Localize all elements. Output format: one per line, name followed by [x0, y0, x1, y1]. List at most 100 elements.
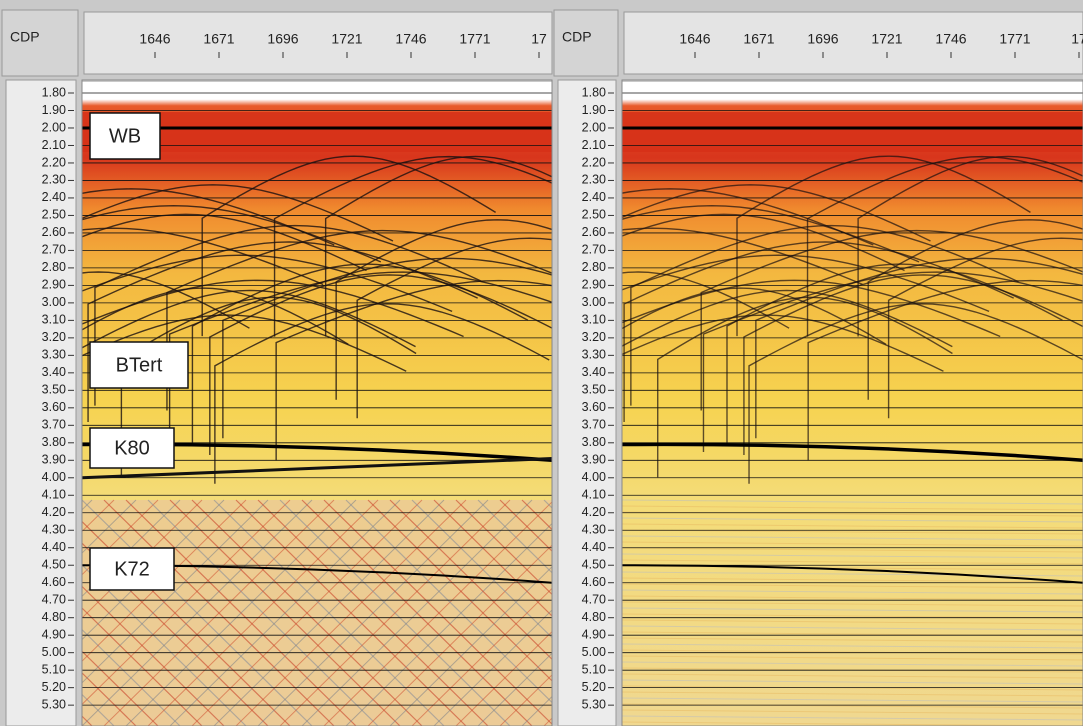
time-tick-label: 4.60 — [582, 575, 606, 589]
noise-stroke — [411, 587, 552, 726]
time-tick-label: 2.60 — [582, 225, 606, 239]
time-tick-label: 4.60 — [42, 575, 66, 589]
cdp-tick-label: 1696 — [807, 31, 838, 47]
time-tick-label: 2.20 — [582, 155, 606, 169]
time-tick-label: 3.20 — [42, 330, 66, 344]
time-tick-label: 3.30 — [42, 348, 66, 362]
diffraction — [82, 279, 464, 338]
cdp-tick-label: 1646 — [679, 31, 710, 47]
cdp-ruler — [83, 11, 553, 75]
time-tick-label: 2.40 — [42, 190, 66, 204]
noise-stroke — [622, 601, 1083, 607]
time-tick-label: 4.30 — [42, 523, 66, 537]
diffraction — [702, 271, 1083, 453]
diffraction — [82, 254, 453, 313]
noise-stroke — [622, 679, 1083, 685]
horizon-label: WB — [109, 125, 141, 147]
time-tick-label: 3.10 — [582, 313, 606, 327]
time-tick-label: 3.40 — [582, 365, 606, 379]
section-frame — [81, 79, 553, 726]
amplitude-fill — [622, 82, 1083, 726]
header-label: CDP — [562, 29, 592, 45]
diffraction — [82, 314, 407, 372]
horizon-label-box — [89, 341, 189, 389]
diffraction — [209, 274, 552, 455]
noise-stroke — [622, 577, 1083, 583]
panel: CDP 1646 1671 1696 1721 1746 1771 17 1.80 1.90 2.0… — [553, 9, 1083, 726]
seismic-section — [82, 82, 552, 726]
time-tick-label: 2.90 — [42, 278, 66, 292]
diffraction — [335, 219, 552, 400]
section-frame — [621, 79, 1083, 726]
cdp-ruler — [623, 11, 1083, 75]
diffraction — [82, 184, 394, 242]
diffraction — [736, 155, 1031, 337]
header-cell — [1, 9, 79, 77]
time-tick-label: 1.90 — [42, 103, 66, 117]
noise-stroke — [622, 721, 1083, 726]
seismic-section — [622, 82, 1083, 726]
time-tick-label: 4.90 — [582, 627, 606, 641]
time-tick-label: 3.40 — [42, 365, 66, 379]
diffraction — [622, 289, 953, 348]
time-tick-label: 2.50 — [42, 208, 66, 222]
noise-stroke — [622, 673, 1083, 679]
water-band — [622, 112, 1083, 152]
time-tick-label: 2.80 — [582, 260, 606, 274]
cdp-tick-label: 17 — [531, 31, 547, 47]
time-tick-label: 2.80 — [42, 260, 66, 274]
noise-stroke — [622, 583, 1083, 589]
time-tick-label: 4.00 — [42, 470, 66, 484]
time-ruler — [5, 79, 77, 726]
diffraction — [273, 155, 552, 337]
time-tick-label: 4.40 — [582, 540, 606, 554]
noise-stroke — [622, 607, 1083, 613]
diffraction — [82, 213, 367, 272]
time-tick-label: 3.10 — [42, 313, 66, 327]
noise-stroke — [622, 571, 1083, 577]
diffraction — [755, 257, 1083, 439]
horizon-label-box — [89, 547, 175, 591]
time-tick-label: 4.70 — [42, 593, 66, 607]
panel: CDP 1646 1671 1696 1721 1746 1771 17 1.80 1.90 2.0… — [1, 9, 553, 726]
time-tick-label: 3.50 — [42, 383, 66, 397]
time-tick-label: 4.00 — [582, 470, 606, 484]
time-tick-label: 4.80 — [582, 610, 606, 624]
time-tick-label: 3.60 — [42, 400, 66, 414]
noise-stroke — [622, 595, 1083, 601]
time-tick-label: 4.50 — [582, 558, 606, 572]
time-tick-label: 4.20 — [42, 505, 66, 519]
diffraction — [622, 213, 905, 272]
noise-stroke — [622, 523, 1083, 529]
cdp-tick-label: 1646 — [139, 31, 170, 47]
time-tick-label: 4.80 — [42, 610, 66, 624]
noise-stroke — [477, 652, 552, 726]
cdp-tick-label: 1746 — [395, 31, 426, 47]
noise-stroke — [622, 643, 1083, 649]
diffraction — [94, 224, 483, 406]
time-tick-label: 2.40 — [582, 190, 606, 204]
noise-stroke — [622, 505, 1083, 511]
time-tick-label: 3.80 — [582, 435, 606, 449]
time-tick-label: 5.10 — [582, 662, 606, 676]
time-tick-label: 5.20 — [42, 680, 66, 694]
noise-stroke — [622, 529, 1083, 535]
horizon — [622, 564, 1083, 584]
noise-stroke — [622, 553, 1083, 559]
noise-stroke — [622, 715, 1083, 721]
time-tick-label: 4.40 — [42, 540, 66, 554]
diffraction — [857, 155, 1083, 337]
diffraction — [622, 188, 874, 246]
time-tick-label: 3.90 — [42, 453, 66, 467]
time-tick-label: 3.30 — [582, 348, 606, 362]
noise-stroke — [622, 547, 1083, 553]
diffraction — [82, 271, 250, 329]
noise-stroke — [622, 517, 1083, 523]
time-ruler — [557, 79, 617, 726]
diffraction — [806, 155, 1083, 337]
time-tick-label: 2.30 — [42, 173, 66, 187]
diffraction — [82, 289, 416, 349]
horizon-label-box — [89, 427, 175, 469]
horizon-label: K72 — [114, 558, 150, 580]
